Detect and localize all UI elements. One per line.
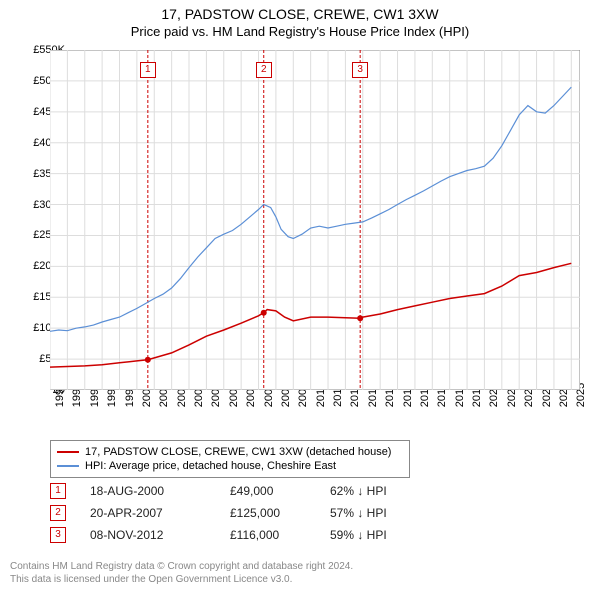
event-price: £116,000 — [230, 528, 330, 542]
footer: Contains HM Land Registry data © Crown c… — [10, 560, 353, 586]
event-row: 3 08-NOV-2012 £116,000 59% ↓ HPI — [50, 524, 387, 546]
event-delta: 59% ↓ HPI — [330, 528, 387, 542]
plot-area: 1 2 3 — [50, 50, 580, 390]
event-delta: 62% ↓ HPI — [330, 484, 387, 498]
event-date: 18-AUG-2000 — [90, 484, 230, 498]
event-marker-box: 2 — [50, 505, 66, 521]
chart-title: 17, PADSTOW CLOSE, CREWE, CW1 3XW — [0, 0, 600, 22]
event-date: 20-APR-2007 — [90, 506, 230, 520]
legend-swatch — [57, 451, 79, 453]
legend-label: 17, PADSTOW CLOSE, CREWE, CW1 3XW (detac… — [85, 446, 391, 458]
event-marker-box: 3 — [50, 527, 66, 543]
chart-marker-box: 2 — [256, 62, 272, 78]
legend-item: 17, PADSTOW CLOSE, CREWE, CW1 3XW (detac… — [57, 445, 403, 459]
event-row: 2 20-APR-2007 £125,000 57% ↓ HPI — [50, 502, 387, 524]
chart-container: 17, PADSTOW CLOSE, CREWE, CW1 3XW Price … — [0, 0, 600, 590]
legend: 17, PADSTOW CLOSE, CREWE, CW1 3XW (detac… — [50, 440, 410, 478]
legend-swatch — [57, 465, 79, 467]
event-delta: 57% ↓ HPI — [330, 506, 387, 520]
legend-item: HPI: Average price, detached house, Ches… — [57, 459, 403, 473]
chart-marker-box: 1 — [140, 62, 156, 78]
event-price: £49,000 — [230, 484, 330, 498]
event-date: 08-NOV-2012 — [90, 528, 230, 542]
event-marker-box: 1 — [50, 483, 66, 499]
chart-marker-box: 3 — [352, 62, 368, 78]
footer-line: Contains HM Land Registry data © Crown c… — [10, 560, 353, 573]
events-table: 1 18-AUG-2000 £49,000 62% ↓ HPI 2 20-APR… — [50, 480, 387, 546]
plot-svg — [50, 50, 580, 390]
legend-label: HPI: Average price, detached house, Ches… — [85, 460, 336, 472]
chart-subtitle: Price paid vs. HM Land Registry's House … — [0, 22, 600, 39]
event-row: 1 18-AUG-2000 £49,000 62% ↓ HPI — [50, 480, 387, 502]
footer-line: This data is licensed under the Open Gov… — [10, 573, 353, 586]
event-price: £125,000 — [230, 506, 330, 520]
